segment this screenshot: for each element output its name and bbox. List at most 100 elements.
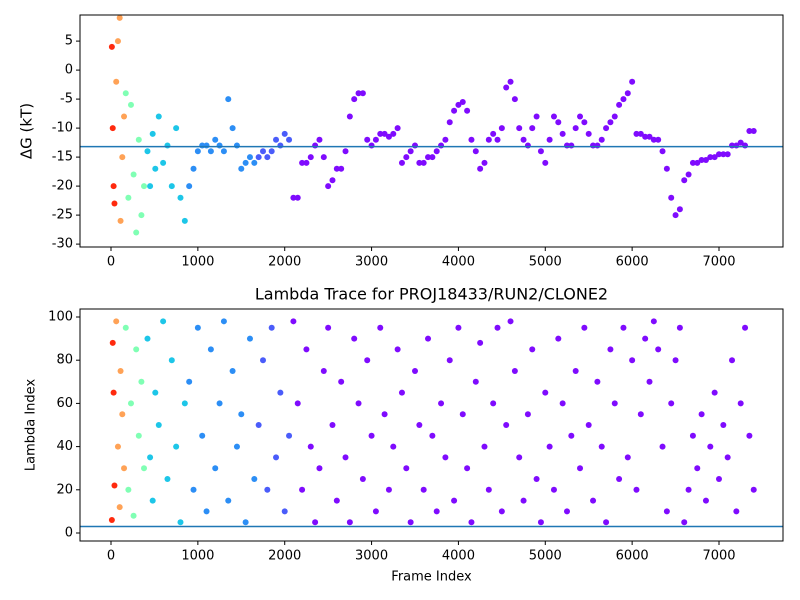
- point: [316, 465, 323, 472]
- point: [598, 136, 605, 143]
- y-tick-label: 5: [65, 34, 73, 49]
- point: [203, 142, 210, 149]
- x-tick-label: 0: [107, 255, 115, 270]
- point: [438, 400, 445, 407]
- point: [147, 454, 154, 461]
- point: [144, 148, 151, 155]
- point: [152, 165, 159, 172]
- x-tick-label: 0: [107, 549, 115, 564]
- point: [642, 133, 649, 140]
- point: [698, 411, 705, 418]
- point: [559, 400, 566, 407]
- point: [377, 130, 384, 137]
- x-axis-label: Frame Index: [391, 570, 472, 585]
- point: [177, 194, 184, 201]
- point: [119, 411, 126, 418]
- point: [411, 142, 418, 149]
- x-tick-label: 2000: [268, 549, 301, 564]
- point: [303, 159, 310, 166]
- x-tick-label: 1000: [181, 549, 214, 564]
- point: [403, 465, 410, 472]
- point: [190, 165, 197, 172]
- point: [225, 96, 232, 103]
- point: [729, 357, 736, 364]
- point: [338, 165, 345, 172]
- point: [468, 136, 475, 143]
- point: [233, 142, 240, 149]
- point: [114, 38, 121, 45]
- point: [537, 519, 544, 526]
- point: [207, 346, 214, 353]
- point: [637, 130, 644, 137]
- point: [251, 159, 258, 166]
- point: [109, 339, 116, 346]
- x-tick-label: 5000: [529, 255, 562, 270]
- point: [585, 422, 592, 428]
- point: [646, 133, 653, 140]
- point: [485, 486, 492, 493]
- point: [420, 486, 427, 493]
- point: [720, 151, 727, 158]
- point: [135, 432, 142, 439]
- point: [681, 177, 688, 184]
- point: [590, 497, 597, 504]
- point: [542, 159, 549, 166]
- point: [199, 432, 206, 439]
- point: [442, 454, 449, 461]
- point: [429, 432, 436, 439]
- point: [346, 113, 353, 120]
- point: [446, 119, 453, 126]
- point: [186, 183, 193, 190]
- point: [390, 443, 397, 450]
- point: [490, 130, 497, 137]
- point: [242, 159, 249, 166]
- y-tick-label: -10: [52, 121, 73, 136]
- point: [668, 194, 675, 201]
- y-tick-label: 60: [56, 396, 73, 411]
- point: [355, 400, 362, 407]
- point: [286, 432, 293, 439]
- point: [676, 324, 683, 331]
- point: [251, 476, 258, 483]
- point: [742, 142, 749, 149]
- point: [485, 136, 492, 143]
- y-tick-label: 40: [56, 439, 73, 454]
- point: [464, 107, 471, 114]
- point: [420, 159, 427, 166]
- point: [550, 486, 557, 493]
- point: [455, 101, 462, 108]
- point: [398, 159, 405, 166]
- point: [307, 443, 314, 450]
- x-tick-label: 6000: [616, 255, 649, 270]
- point: [624, 454, 631, 461]
- point: [633, 486, 640, 493]
- point: [594, 378, 601, 385]
- point: [125, 194, 132, 201]
- point: [372, 136, 379, 143]
- point: [694, 465, 701, 472]
- point: [294, 400, 301, 407]
- point: [477, 165, 484, 172]
- point: [715, 476, 722, 483]
- point: [572, 367, 579, 374]
- point: [398, 389, 405, 396]
- point: [246, 154, 253, 161]
- point: [433, 508, 440, 515]
- point: [390, 130, 397, 137]
- point: [529, 346, 536, 353]
- point: [663, 508, 670, 515]
- point: [715, 151, 722, 158]
- point: [459, 411, 466, 418]
- point: [130, 171, 137, 178]
- x-tick-label: 2000: [268, 255, 301, 270]
- y-tick-label: 20: [56, 482, 73, 497]
- x-tick-label: 4000: [442, 549, 475, 564]
- y-tick-label: -15: [52, 150, 73, 165]
- point: [481, 159, 488, 166]
- point: [711, 389, 718, 396]
- point: [477, 339, 484, 346]
- point: [650, 136, 657, 143]
- point: [290, 194, 297, 201]
- point: [607, 119, 614, 126]
- point: [329, 422, 336, 428]
